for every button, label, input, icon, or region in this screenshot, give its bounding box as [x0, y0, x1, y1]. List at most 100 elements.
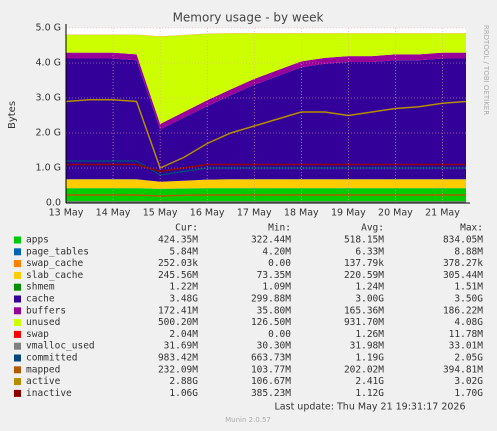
legend-label: swap_cache [26, 258, 83, 269]
stats-value: 1.24M [355, 282, 384, 293]
x-tick-label: 18 May [284, 208, 319, 219]
stats-value: 394.81M [443, 364, 483, 375]
stats-value: 834.05M [443, 235, 483, 246]
stats-value: 2.04M [169, 329, 198, 340]
legend-swatch [14, 307, 21, 315]
stats-value: 1.70G [454, 388, 483, 399]
stats-value: 3.48G [169, 294, 198, 305]
x-tick-label: 14 May [96, 208, 131, 219]
stats-header: Min: [268, 223, 291, 234]
stats-value: 8.88M [454, 246, 483, 257]
stats-value: 322.44M [251, 235, 291, 246]
stats-header: Avg: [361, 223, 384, 234]
area [66, 58, 466, 182]
legend-label: page_tables [26, 246, 89, 257]
stats-value: 3.02G [454, 376, 483, 387]
stats-value: 3.50G [454, 294, 483, 305]
stats-value: 137.79k [344, 258, 384, 269]
legend-swatch [14, 295, 21, 303]
footer: Munin 2.0.57 [225, 416, 271, 424]
legend-label: slab_cache [26, 270, 83, 281]
x-tick-label: 19 May [331, 208, 366, 219]
y-tick-label: 0.0 [46, 198, 61, 209]
legend-swatch [14, 260, 21, 268]
stats-value: 30.30M [257, 341, 292, 352]
legend-label: inactive [26, 388, 72, 399]
stats-value: 424.35M [158, 235, 198, 246]
stats-value: 2.88G [169, 376, 198, 387]
stats-value: 103.77M [251, 364, 291, 375]
legend-label: buffers [26, 305, 66, 316]
legend-swatch [14, 283, 21, 291]
stats-value: 31.98M [350, 341, 385, 352]
legend-label: swap [26, 329, 49, 340]
area [66, 33, 466, 124]
stats-value: 245.56M [158, 270, 198, 281]
legend-swatch [14, 378, 21, 386]
legend-label: shmem [26, 282, 55, 293]
y-tick-label: 1.0 G [36, 163, 62, 174]
area [66, 188, 466, 189]
stats-value: 6.33M [355, 246, 384, 257]
stats-value: 299.88M [251, 294, 291, 305]
legend-label: vmalloc_used [26, 341, 95, 352]
legend-label: mapped [26, 364, 60, 375]
line [66, 194, 466, 197]
stats-value: 35.80M [257, 305, 292, 316]
stats-value: 11.78M [449, 329, 484, 340]
line [65, 99, 467, 170]
stats-value: 4.20M [262, 246, 291, 257]
stats-header: Max: [460, 223, 483, 234]
legend-label: committed [26, 353, 77, 364]
stats-value: 500.20M [158, 317, 198, 328]
stats-value: 220.59M [344, 270, 384, 281]
stats-value: 33.01M [449, 341, 484, 352]
stats-value: 172.41M [158, 305, 198, 316]
y-axis-label: Bytes [7, 101, 18, 129]
legend-swatch [14, 248, 21, 256]
stats-value: 1.12G [355, 388, 384, 399]
legend-swatch [14, 366, 21, 374]
stats-value: 663.73M [251, 353, 291, 364]
stats-value: 518.15M [344, 235, 384, 246]
chart-title: Memory usage - by week [173, 11, 324, 25]
legend-swatch [14, 271, 21, 279]
legend-swatch [14, 330, 21, 338]
stats-value: 186.22M [443, 305, 483, 316]
stats-value: 126.50M [251, 317, 291, 328]
legend-label: apps [26, 235, 49, 246]
stats-value: 0.00 [268, 258, 291, 269]
stats-value: 0.00 [268, 329, 291, 340]
stats-value: 931.70M [344, 317, 384, 328]
line [66, 163, 466, 173]
legend-swatch [14, 319, 21, 327]
y-tick-label: 4.0 G [36, 58, 62, 69]
stats-value: 378.27k [443, 258, 483, 269]
stats-value: 31.69M [164, 341, 199, 352]
stats-value: 252.03k [158, 258, 198, 269]
stats-header: Cur: [175, 223, 198, 234]
stats-value: 305.44M [443, 270, 483, 281]
stats-value: 3.00G [355, 294, 384, 305]
stats-value: 2.41G [355, 376, 384, 387]
x-tick-label: 15 May [143, 208, 178, 219]
x-tick-label: 17 May [237, 208, 272, 219]
stats-value: 232.09M [158, 364, 198, 375]
x-tick-label: 20 May [378, 208, 413, 219]
x-tick-label: 21 May [425, 208, 460, 219]
x-tick-label: 13 May [49, 208, 84, 219]
side-text: RRDTOOL / TOBI OETIKER [482, 25, 490, 115]
legend-swatch [14, 354, 21, 362]
x-tick-label: 16 May [190, 208, 225, 219]
stats-value: 165.36M [344, 305, 384, 316]
legend-swatch [14, 236, 21, 244]
stats-value: 1.26M [355, 329, 384, 340]
area [66, 179, 466, 189]
stats-value: 983.42M [158, 353, 198, 364]
stats-value: 106.67M [251, 376, 291, 387]
stats-value: 4.08G [454, 317, 483, 328]
stats-value: 1.19G [355, 353, 384, 364]
stats-value: 202.02M [344, 364, 384, 375]
stats-value: 5.84M [169, 246, 198, 257]
